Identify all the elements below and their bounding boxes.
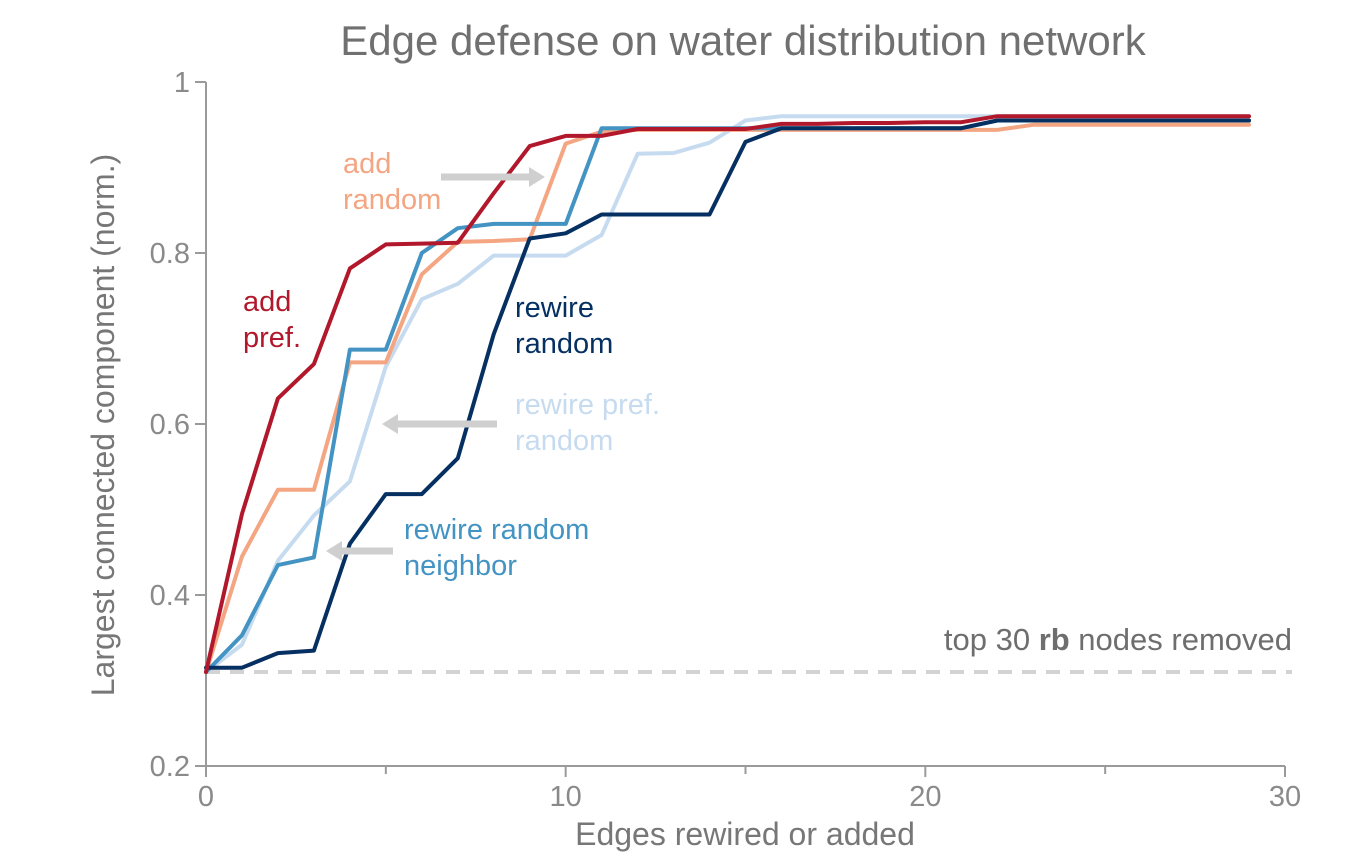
series-label-line: random xyxy=(343,184,441,216)
arrow-add-random-head xyxy=(529,167,545,187)
x-tick-label: 20 xyxy=(909,781,941,813)
arrow-rewire-random-neighbor-head xyxy=(326,541,342,561)
series-label-line: neighbor xyxy=(404,550,517,582)
x-tick-label: 0 xyxy=(198,781,214,813)
arrow-rewire-pref-random-head xyxy=(382,414,398,434)
y-tick-label: 0.2 xyxy=(150,751,190,783)
series-label-line: rewire xyxy=(515,292,594,324)
series-label-line: add xyxy=(343,148,391,180)
series-label-line: add xyxy=(243,286,291,318)
series-label-rewire-pref-random: rewire pref. random xyxy=(515,389,660,457)
x-tick-label: 10 xyxy=(550,781,582,813)
arrow-rewire-random-neighbor xyxy=(326,541,393,561)
series-line-rewire-random xyxy=(204,118,1251,670)
y-tick-label: 0.6 xyxy=(150,409,190,441)
series-label-line: random xyxy=(515,425,613,457)
series-line-add-pref xyxy=(204,114,1251,674)
series-label-line: rewire random xyxy=(404,514,589,546)
baseline-label-pre: top 30 xyxy=(944,622,1039,657)
axes: 0 10 20 30 0.2 0.4 0.6 0.8 1 xyxy=(150,67,1301,813)
y-axis-title: Largest connected component (norm.) xyxy=(85,154,121,697)
y-tick-label: 0.8 xyxy=(150,238,190,270)
series-group xyxy=(204,114,1251,674)
series-label-line: rewire pref. xyxy=(515,389,660,421)
y-tick-label: 1 xyxy=(174,67,190,99)
series-label-add-pref: add pref. xyxy=(243,286,301,354)
baseline-label-post: nodes removed xyxy=(1070,622,1292,657)
baseline-label: top 30 rb nodes removed xyxy=(944,622,1292,657)
baseline-group: top 30 rb nodes removed xyxy=(206,622,1292,674)
y-tick-label: 0.4 xyxy=(150,580,190,612)
arrow-rewire-pref-random xyxy=(382,414,497,434)
chart-title: Edge defense on water distribution netwo… xyxy=(340,17,1146,64)
series-label-line: random xyxy=(515,328,613,360)
series-label-rewire-random-neighbor: rewire random neighbor xyxy=(404,514,589,582)
series-label-line: pref. xyxy=(243,322,301,354)
baseline-label-bold: rb xyxy=(1039,622,1070,657)
x-axis-title: Edges rewired or added xyxy=(575,816,915,852)
annotation-arrows xyxy=(326,167,545,561)
series-label-add-random: add random xyxy=(343,148,441,216)
series-label-rewire-random: rewire random xyxy=(515,292,613,360)
arrow-add-random xyxy=(441,167,545,187)
x-tick-label: 30 xyxy=(1269,781,1301,813)
